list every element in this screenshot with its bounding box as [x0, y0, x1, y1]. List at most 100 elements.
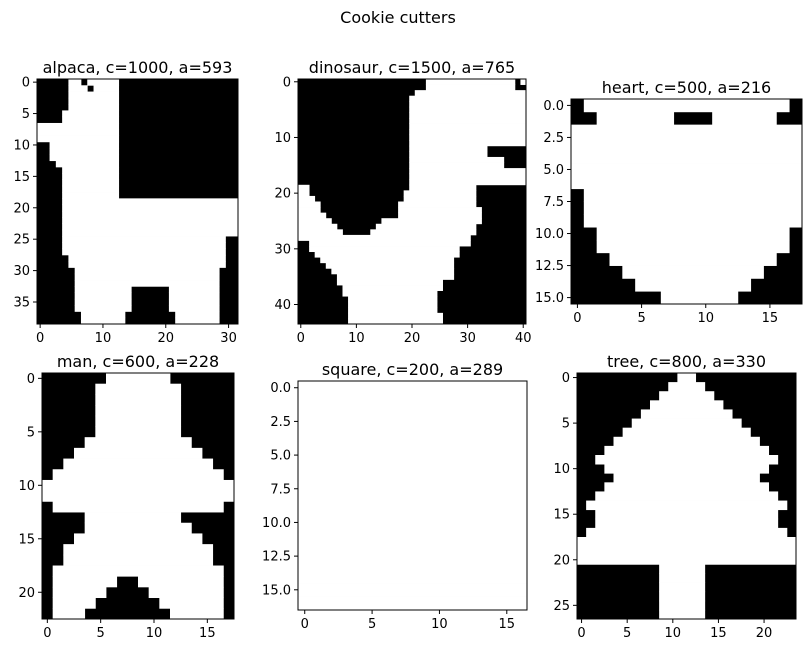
heatmap-cell-run — [403, 195, 477, 202]
heatmap-cell-run — [409, 134, 527, 141]
x-tick-label: 15 — [499, 617, 516, 632]
heatmap-cell-run — [159, 597, 224, 609]
heatmap-cell-run — [95, 383, 182, 395]
y-tick-label: 7.5 — [270, 482, 291, 497]
x-tick-label: 0 — [36, 331, 44, 346]
heatmap-cell-run — [52, 501, 224, 513]
heatmap-cell-run — [62, 210, 239, 218]
y-tick-label: 30 — [274, 242, 291, 257]
x-tick-label: 5 — [97, 626, 105, 641]
x-tick-label: 5 — [637, 311, 645, 326]
heatmap-cell-run — [106, 373, 171, 385]
heatmap-cell-run — [298, 556, 528, 570]
heatmap-cell-run — [298, 488, 528, 503]
heatmap-cell-run — [650, 400, 724, 410]
heatmap-cell-run — [298, 218, 332, 225]
heatmap-cell-run — [63, 554, 214, 566]
heatmap-cell-run — [42, 490, 235, 502]
heatmap-cell-run — [348, 307, 438, 314]
heatmap-cell-run — [583, 214, 803, 228]
subplot-1: dinosaur, c=1500, a=765 0 10 20 30 40 0 10 20 30 4… — [274, 58, 531, 346]
subplot-3: man, c=600, a=228 0 5 10 15 0 5 10 15 20 — [18, 352, 235, 641]
heatmap-cell-run — [409, 156, 505, 163]
heatmap-cell-run — [342, 285, 443, 291]
heatmap-cell-run — [583, 201, 803, 215]
heatmap-cell-run — [55, 160, 120, 168]
y-tick-label: 12.5 — [262, 550, 291, 565]
heatmap-cell-run — [80, 311, 126, 319]
heatmap-cell-run — [613, 436, 760, 447]
x-tick-label: 0 — [43, 626, 51, 641]
heatmap-cell-run — [62, 236, 226, 243]
heatmap-cell-run — [577, 555, 797, 565]
heatmap-cell-run — [84, 437, 192, 449]
subplot-title: tree, c=800, a=330 — [607, 352, 766, 371]
heatmap-cell-run — [63, 544, 214, 556]
axes-frame — [297, 380, 528, 611]
heatmap-cell-run — [175, 311, 220, 319]
heatmap-cell-run — [95, 415, 182, 427]
y-tick-label: 10 — [274, 131, 291, 146]
heatmap-cell-run — [409, 106, 527, 113]
heatmap-cell-run — [425, 84, 516, 91]
heatmap-cell-run — [52, 597, 96, 609]
x-tick-label: 15 — [710, 626, 727, 641]
heatmap-cell-run — [74, 286, 132, 293]
heatmap-cell-run — [74, 533, 203, 545]
heatmap-cell-run — [52, 576, 118, 588]
heatmap-cell-run — [712, 111, 777, 126]
heatmap-cell-run — [62, 179, 120, 187]
heatmap-cell-run — [660, 291, 739, 305]
y-tick-label: 15 — [13, 170, 30, 185]
heatmap-cell-run — [168, 298, 220, 306]
heatmap-cell-run — [631, 418, 742, 429]
y-tick-label: 0 — [562, 371, 570, 386]
heatmap-cell-run — [298, 201, 321, 208]
heatmap-cell-run — [668, 382, 706, 392]
heatmap-cell-run — [409, 129, 527, 136]
heatmap-cell-run — [52, 586, 107, 599]
heatmap-cell-run — [595, 455, 779, 465]
heatmap-cell-run — [414, 90, 527, 97]
heatmap-cell-run — [298, 475, 528, 490]
heatmap-cell-run — [298, 407, 528, 422]
heatmap-cell-run — [659, 582, 706, 593]
heatmap-cell-run — [37, 135, 120, 143]
heatmap-cell-run — [298, 381, 528, 395]
heatmap-cell-run — [168, 286, 220, 293]
heatmap-cell-run — [37, 129, 120, 136]
heatmap-cell-run — [74, 292, 132, 300]
heatmap-cell-run — [659, 591, 706, 602]
heatmap-cell-run — [62, 204, 239, 212]
heatmap-cell-run — [325, 262, 455, 269]
heatmap-cell-run — [298, 502, 528, 517]
heatmap-cell-run — [298, 596, 528, 611]
y-tick-label: 20 — [553, 553, 570, 568]
heatmap-cell-run — [348, 318, 443, 325]
heatmap-cell-run — [309, 246, 460, 253]
heatmap-cell-run — [659, 391, 715, 401]
heatmap-cell-run — [74, 305, 132, 312]
heatmap-cell-run — [409, 112, 527, 119]
heatmap-cell-run — [595, 518, 779, 529]
subplot-4: square, c=200, a=289 0 5 10 15 0.0 2.5 5.0 7.5 10… — [262, 360, 528, 632]
heatmap-cell-run — [659, 600, 706, 611]
heatmap-cell-run — [49, 141, 120, 149]
heatmap-cell-run — [68, 85, 88, 92]
heatmap-cell-run — [409, 168, 527, 175]
y-tick-label: 0 — [283, 75, 291, 90]
subplot-title: alpaca, c=1000, a=593 — [43, 58, 233, 77]
heatmap-cell-run — [409, 179, 527, 186]
x-tick-label: 30 — [459, 331, 476, 346]
heatmap-cell-run — [571, 124, 803, 138]
heatmap-cell-run — [298, 195, 316, 202]
x-tick-label: 10 — [431, 617, 448, 632]
y-tick-label: 0 — [27, 372, 35, 387]
heatmap-cell-run — [298, 223, 338, 230]
heatmap-cell-run — [409, 101, 527, 108]
axes-frame — [41, 372, 235, 620]
x-tick-label: 10 — [348, 331, 365, 346]
heatmap-cell-run — [80, 317, 126, 325]
subplot-2: heart, c=500, a=216 0 5 10 15 0.0 2.5 5.0 7.5 10.… — [535, 78, 803, 326]
